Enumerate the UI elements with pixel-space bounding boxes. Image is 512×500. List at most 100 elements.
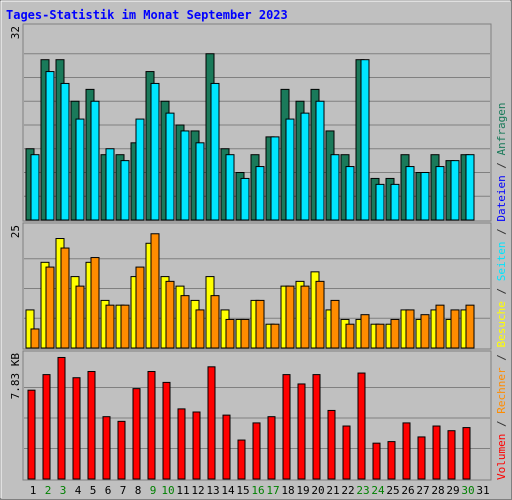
day-label-16: 16	[251, 484, 264, 497]
bar-besuche-day-11	[180, 295, 190, 349]
panel-frame-visits	[22, 222, 492, 350]
bar-besuche-day-15	[240, 318, 250, 349]
bar-besuche-day-3	[60, 247, 70, 349]
day-label-20: 20	[311, 484, 324, 497]
bar-besuche-day-9	[150, 233, 160, 349]
bar-dateien-day-5	[90, 100, 100, 221]
bar-besuche-day-24	[375, 323, 385, 349]
bar-volumen-day-5	[87, 370, 96, 480]
bar-volumen-day-20	[312, 374, 321, 480]
bar-dateien-day-29	[450, 160, 460, 221]
bar-besuche-day-30	[465, 304, 475, 349]
bar-volumen-day-11	[177, 408, 186, 480]
bar-dateien-day-25	[390, 183, 400, 221]
bar-dateien-day-22	[345, 166, 355, 221]
day-label-30: 30	[461, 484, 474, 497]
day-label-10: 10	[161, 484, 174, 497]
bar-volumen-day-13	[207, 366, 216, 480]
bar-volumen-day-25	[387, 441, 396, 480]
bar-dateien-day-2	[45, 71, 55, 221]
day-label-19: 19	[296, 484, 309, 497]
day-label-12: 12	[191, 484, 204, 497]
legend-part-2: Rechner	[495, 367, 508, 414]
bar-volumen-day-8	[132, 388, 141, 480]
bar-besuche-day-17	[270, 323, 280, 349]
bar-besuche-day-8	[135, 266, 145, 349]
bar-besuche-day-4	[75, 285, 85, 349]
day-label-25: 25	[386, 484, 399, 497]
bar-volumen-day-10	[162, 381, 171, 480]
day-label-13: 13	[206, 484, 219, 497]
bar-besuche-day-23	[360, 314, 370, 349]
bar-besuche-day-26	[405, 309, 415, 349]
panel-frame-hits	[22, 23, 492, 222]
bar-volumen-day-17	[267, 416, 276, 480]
day-label-18: 18	[281, 484, 294, 497]
day-label-22: 22	[341, 484, 354, 497]
bar-volumen-day-7	[117, 420, 126, 480]
bar-dateien-day-26	[405, 166, 415, 221]
day-label-3: 3	[60, 484, 67, 497]
bar-dateien-day-18	[285, 118, 295, 221]
bar-dateien-day-23	[360, 59, 370, 221]
bar-besuche-day-22	[345, 323, 355, 349]
bar-dateien-day-27	[420, 172, 430, 221]
day-label-14: 14	[221, 484, 235, 497]
bar-volumen-day-19	[297, 383, 306, 480]
day-label-26: 26	[401, 484, 414, 497]
bar-dateien-day-10	[165, 112, 175, 221]
bar-dateien-day-20	[315, 100, 325, 221]
day-label-28: 28	[431, 484, 444, 497]
bar-besuche-day-19	[300, 285, 310, 349]
bar-volumen-day-16	[252, 422, 261, 480]
bar-volumen-day-1	[27, 389, 36, 480]
bar-volumen-day-30	[462, 427, 471, 480]
day-label-15: 15	[236, 484, 249, 497]
bar-volumen-day-3	[57, 356, 66, 480]
bar-volumen-day-28	[432, 425, 441, 480]
day-label-21: 21	[326, 484, 339, 497]
day-label-24: 24	[371, 484, 385, 497]
day-label-2: 2	[45, 484, 52, 497]
legend-part-3: /	[495, 348, 508, 368]
bar-dateien-day-13	[210, 82, 220, 221]
bar-besuche-day-1	[30, 328, 40, 349]
bar-dateien-day-19	[300, 112, 310, 221]
bar-besuche-day-14	[225, 318, 235, 349]
series-legend: Volumen / Rechner / Besuche / Seiten / D…	[495, 102, 508, 480]
bar-dateien-day-16	[255, 166, 265, 221]
legend-part-1: /	[495, 414, 508, 434]
bar-besuche-day-12	[195, 309, 205, 349]
day-label-7: 7	[120, 484, 127, 497]
bar-volumen-day-23	[357, 372, 366, 480]
bars	[25, 53, 475, 480]
bar-volumen-day-2	[42, 374, 51, 480]
bar-dateien-day-15	[240, 177, 250, 221]
day-label-29: 29	[446, 484, 459, 497]
bar-volumen-day-6	[102, 416, 111, 480]
legend-part-10: Anfragen	[495, 102, 508, 155]
y-max-label-hits: 32	[9, 26, 22, 39]
bar-besuche-day-25	[390, 318, 400, 349]
legend-part-8: Dateien	[495, 175, 508, 221]
bar-dateien-day-11	[180, 130, 190, 221]
day-label-5: 5	[90, 484, 97, 497]
bar-volumen-day-15	[237, 439, 246, 480]
x-axis-day-labels: 1 2 3 4 5 6 7 8 9 10 11 12 13 14 15 16 17 18 19 20 21 22 23 24 2…	[30, 484, 490, 497]
day-label-23: 23	[356, 484, 369, 497]
bar-dateien-day-8	[135, 118, 145, 221]
day-label-8: 8	[135, 484, 142, 497]
bar-volumen-day-9	[147, 370, 156, 480]
day-label-27: 27	[416, 484, 429, 497]
day-label-17: 17	[266, 484, 279, 497]
bar-volumen-day-12	[192, 411, 201, 480]
bar-dateien-day-14	[225, 154, 235, 221]
bar-dateien-day-9	[150, 82, 160, 221]
day-label-1: 1	[30, 484, 37, 497]
bar-volumen-day-27	[417, 436, 426, 480]
bar-besuche-day-16	[255, 299, 265, 349]
day-label-6: 6	[105, 484, 112, 497]
y-max-label-visits: 25	[9, 225, 22, 238]
